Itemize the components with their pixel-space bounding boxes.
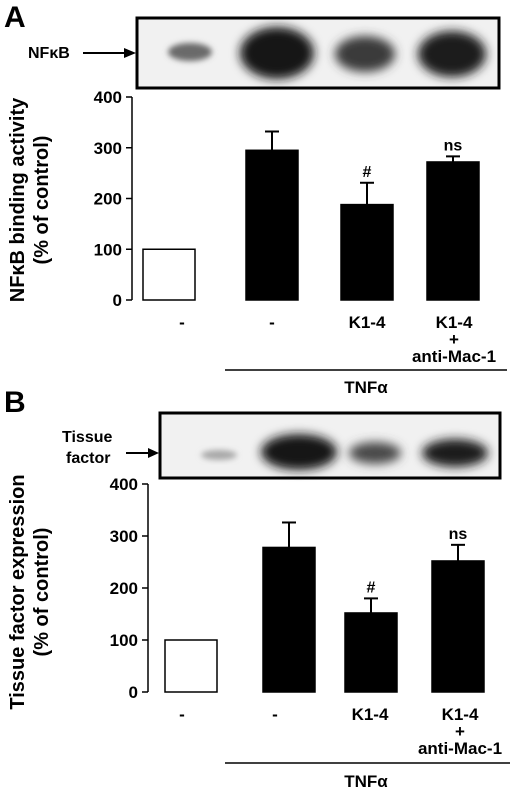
chart-a-annotation-3: #: [363, 164, 372, 181]
cat-a-4-line3: anti-Mac-1: [412, 347, 496, 366]
chart-a-y-tick-label: 400: [94, 88, 122, 107]
blot-b-label-1: Tissue: [62, 429, 113, 446]
chart-a-bar-1: [142, 248, 196, 301]
chart-b-y-tick-label: 400: [110, 475, 138, 494]
cat-b-2: -: [272, 705, 278, 724]
cat-b-1: -: [179, 705, 185, 724]
chart-a-y-tick-label: 100: [94, 240, 122, 259]
chart-b-bar-4: [431, 560, 485, 693]
cat-a-2: -: [269, 313, 275, 332]
cat-a-1: -: [179, 313, 185, 332]
bars-a: # ns: [142, 130, 480, 301]
blot-b-arrow-head: [148, 448, 159, 458]
cat-b-3: K1-4: [352, 705, 389, 724]
blot-a-band-2: [240, 27, 314, 79]
cat-b-4-line1: K1-4: [442, 705, 479, 724]
treatment-b-label: TNFα: [344, 772, 388, 791]
blot-b-band-4: [422, 439, 488, 467]
ylabel-a: NFκB binding activity: [7, 97, 29, 302]
blot-a-band-3: [335, 36, 395, 72]
chart-b-y-tick-label: 200: [110, 579, 138, 598]
chart-a-y-tick-label: 0: [113, 291, 122, 310]
chart-b-y-tick-label: 300: [110, 527, 138, 546]
blot-b-band-1: [201, 450, 237, 460]
axis-a: 0 100 200 300 400: [94, 88, 133, 310]
chart-a-bar-3: [340, 203, 394, 301]
ylabel-b-sub: (% of control): [31, 528, 53, 657]
chart-a-annotation-4: ns: [444, 137, 463, 154]
blot-a: [135, 16, 501, 90]
chart-a-y-tick-label: 300: [94, 139, 122, 158]
treatment-a-label: TNFα: [344, 378, 388, 397]
cat-a-4-line1: K1-4: [436, 313, 473, 332]
blot-b-band-2: [261, 434, 337, 470]
chart-b-annotation-4: ns: [449, 526, 468, 543]
cat-a-3: K1-4: [349, 313, 386, 332]
chart-a-bar-4: [426, 161, 480, 301]
chart-a-y-tick-label: 200: [94, 190, 122, 209]
chart-b-bar-2: [262, 546, 316, 693]
cat-b-4-line3: anti-Mac-1: [418, 739, 502, 758]
panel-a-letter: A: [4, 1, 26, 34]
cat-a-4-line2: +: [449, 330, 459, 349]
blot-a-band-4: [418, 31, 486, 77]
blot-b-band-3: [349, 442, 401, 464]
cat-b-4-line2: +: [455, 722, 465, 741]
ylabel-b: Tissue factor expression: [7, 474, 29, 709]
ylabel-a-sub: (% of control): [31, 136, 53, 265]
axis-b: 0 100 200 300 400: [110, 475, 149, 702]
chart-b-y-tick-label: 0: [129, 683, 138, 702]
blot-b-label-2: factor: [66, 450, 110, 467]
blot-a-band-1: [168, 43, 212, 61]
blot-a-label: NFκB: [28, 45, 70, 62]
chart-b-bar-3: [344, 612, 398, 693]
chart-a-bar-2: [245, 149, 299, 301]
bars-b: # ns: [164, 521, 485, 693]
blot-a-arrow-head: [124, 48, 136, 58]
panel-b-letter: B: [4, 386, 26, 419]
chart-b-annotation-3: #: [367, 579, 376, 596]
blot-b: [158, 411, 502, 480]
chart-b-y-tick-label: 100: [110, 631, 138, 650]
chart-b-bar-1: [164, 639, 218, 693]
